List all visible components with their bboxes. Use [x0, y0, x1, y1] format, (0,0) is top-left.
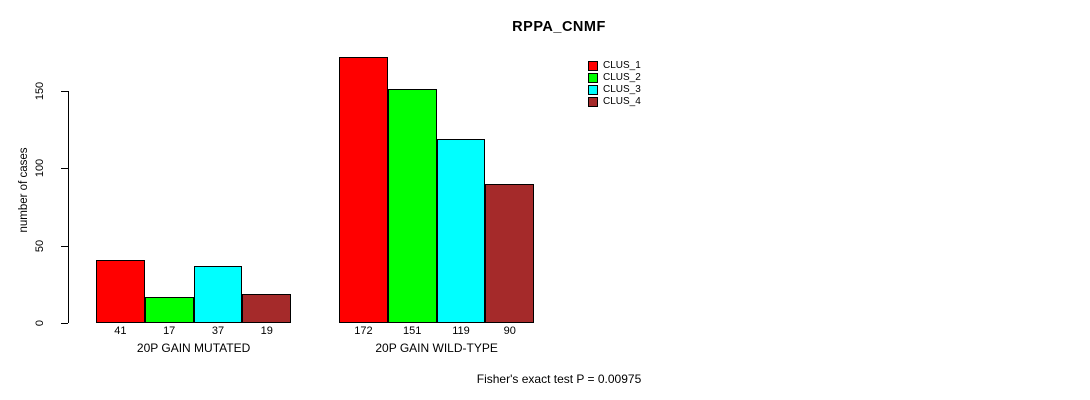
bar-value-label: 19: [260, 325, 273, 337]
y-axis-tick-label: 0: [34, 319, 46, 327]
chart-title: RPPA_CNMF: [512, 19, 606, 35]
y-axis-label: number of cases: [18, 147, 30, 233]
legend-item: CLUS_3: [588, 84, 641, 96]
y-axis-line: [68, 91, 69, 323]
y-axis-tick: [61, 168, 68, 170]
legend-swatch-clus_2: [588, 73, 598, 83]
bar-value-label: 151: [403, 325, 422, 337]
bar-value-label: 41: [114, 325, 127, 337]
legend-swatch-clus_1: [588, 61, 598, 71]
footer-annotation: Fisher's exact test P = 0.00975: [476, 372, 642, 386]
bar-clus_3-group1: [193, 265, 243, 323]
bar-clus_2-group1: [144, 296, 194, 323]
legend-label: CLUS_4: [603, 96, 641, 107]
y-axis-tick-label: 150: [34, 81, 46, 101]
bar-value-label: 37: [211, 325, 225, 337]
bar-clus_2-group2: [387, 89, 437, 323]
y-axis-tick-label: 50: [34, 239, 46, 252]
bar-clus_4-group1: [242, 293, 292, 323]
legend-label: CLUS_2: [603, 72, 641, 83]
bar-clus_3-group2: [436, 138, 486, 323]
legend-label: CLUS_3: [603, 84, 641, 95]
legend-swatch-clus_4: [588, 97, 598, 107]
bar-clus_4-group2: [485, 183, 535, 323]
legend: CLUS_1 CLUS_2 CLUS_3 CLUS_4: [588, 60, 641, 108]
bar-value-label: 90: [503, 325, 516, 337]
bar-value-label: 172: [354, 325, 373, 337]
y-axis-tick: [61, 245, 68, 247]
legend-label: CLUS_1: [603, 60, 641, 71]
y-axis-tick-label: 100: [34, 159, 46, 178]
bar-value-label: 119: [452, 325, 470, 337]
y-axis-tick: [61, 323, 68, 324]
legend-swatch-clus_3: [588, 85, 598, 95]
legend-item: CLUS_2: [588, 72, 641, 84]
bar-value-label: 17: [163, 325, 176, 337]
bar-clus_1-group1: [96, 259, 145, 323]
legend-item: CLUS_4: [588, 96, 641, 108]
legend-item: CLUS_1: [588, 60, 641, 72]
x-axis-category-label: 20P GAIN WILD-TYPE: [375, 341, 498, 355]
y-axis-tick: [61, 91, 68, 92]
x-axis-category-label: 20P GAIN MUTATED: [136, 341, 251, 355]
bar-clus_1-group2: [339, 56, 388, 323]
